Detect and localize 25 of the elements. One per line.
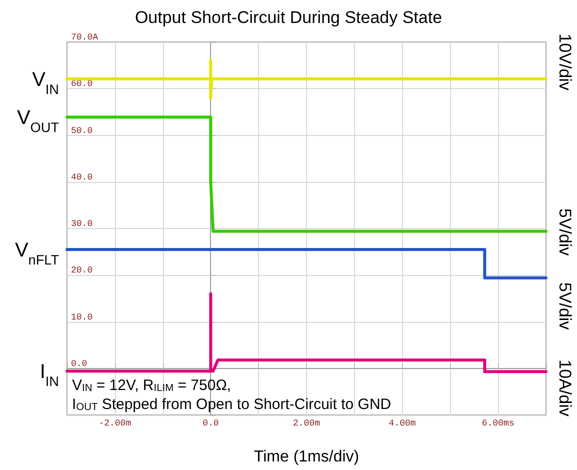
- x-axis-title: Time (1ms/div): [254, 448, 360, 466]
- y-tick-label: 0.0: [71, 358, 88, 369]
- x-tick-label: 2.00m: [292, 418, 320, 428]
- chart-title: Output Short-Circuit During Steady State: [134, 8, 442, 27]
- y-tick-label: 50.0: [71, 126, 93, 136]
- text: 10V/div: [556, 34, 574, 91]
- x-tick-label: -2.00m: [98, 418, 132, 428]
- series-label: V$_{IN}$: [32, 68, 59, 96]
- x-tick-label: 4.00m: [388, 418, 416, 428]
- annotation: IOUT Stepped from Open to Short-Circuit to GND: [72, 396, 392, 413]
- y-tick-label: 30.0: [71, 219, 93, 229]
- series-label: V$_{OUT}$: [16, 107, 59, 135]
- y-tick-label: 10.0: [71, 312, 93, 322]
- text: 5V/div: [556, 282, 574, 330]
- text: 5V/div: [556, 208, 574, 256]
- text: 10A/div: [556, 360, 574, 417]
- x-tick-label: 6.00ms: [482, 418, 514, 428]
- y-tick-label: 40.0: [71, 172, 93, 182]
- x-tick-label: 0.0: [202, 418, 219, 428]
- series-label: I$_{IN}$: [40, 361, 59, 389]
- y-tick-label: 70.0A: [71, 32, 99, 42]
- y-tick-label: 60.0: [71, 79, 93, 90]
- y-tick-label: 20.0: [71, 266, 93, 276]
- annotation: VIN = 12V, RILIM = 750Ω,: [72, 376, 232, 394]
- series-label: V$_{nFLT}$: [14, 239, 59, 267]
